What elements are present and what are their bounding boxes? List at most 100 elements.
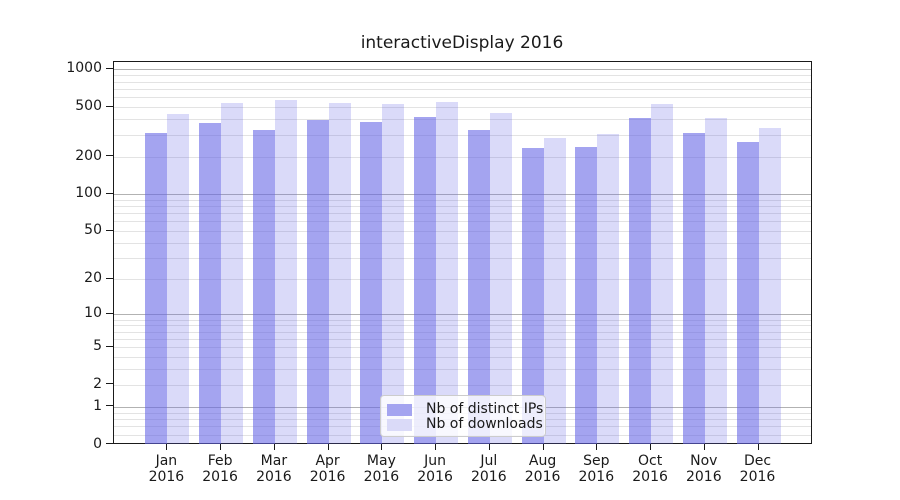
- y-tick-label: 20: [84, 270, 102, 287]
- gridline-minor: [114, 369, 811, 371]
- x-tick-month: Jan: [155, 453, 178, 469]
- bar-distinct-ips: [736, 141, 759, 444]
- gridline-minor: [114, 331, 811, 333]
- y-tick-mark: [106, 277, 113, 279]
- x-tick-mark: [488, 444, 490, 450]
- gridline-major: [114, 69, 811, 71]
- x-tick-year: 2016: [202, 469, 238, 485]
- gridline-minor: [114, 338, 811, 340]
- x-tick-label: May 2016: [349, 453, 413, 485]
- x-tick-month: Jul: [480, 453, 498, 469]
- y-tick-label: 0: [93, 435, 102, 452]
- bar-downloads: [704, 117, 727, 444]
- bar-downloads: [436, 101, 459, 444]
- x-tick-mark: [703, 444, 705, 450]
- gridline-minor: [114, 347, 811, 349]
- x-tick-mark: [596, 444, 598, 450]
- x-tick-label: Apr 2016: [296, 453, 360, 485]
- x-tick-year: 2016: [739, 469, 776, 485]
- bar-downloads: [489, 113, 512, 444]
- bar-downloads: [382, 103, 405, 444]
- gridline-minor: [114, 107, 811, 108]
- bar-downloads: [274, 99, 297, 444]
- y-tick-mark: [106, 345, 113, 347]
- x-tick-mark: [273, 444, 275, 450]
- y-tick-mark: [106, 155, 113, 157]
- gridline-minor: [114, 213, 811, 215]
- gridline-minor: [114, 156, 811, 158]
- x-tick-year: 2016: [256, 469, 292, 485]
- legend-label: Nb of distinct IPs: [426, 401, 544, 417]
- chart-title: interactiveDisplay 2016: [360, 33, 564, 53]
- gridline-minor: [114, 119, 811, 121]
- y-tick-label: 1000: [66, 60, 102, 77]
- legend: Nb of distinct IPs Nb of downloads: [380, 395, 546, 437]
- y-tick-mark: [106, 312, 113, 314]
- legend-swatch: [387, 403, 412, 416]
- x-tick-year: 2016: [417, 469, 453, 485]
- gridline-minor: [114, 199, 811, 201]
- x-tick-month: Jun: [424, 453, 447, 469]
- plot-area: Nb of distinct IPs Nb of downloads: [113, 61, 812, 444]
- legend-swatch: [387, 418, 412, 431]
- gridline-minor: [114, 134, 811, 136]
- bar-distinct-ips: [575, 146, 598, 444]
- legend-item: Nb of downloads: [387, 417, 543, 432]
- bar-distinct-ips: [467, 129, 490, 444]
- x-tick-label: Jun 2016: [403, 453, 467, 485]
- x-tick-label: Jul 2016: [457, 453, 521, 485]
- y-tick-mark: [106, 443, 113, 444]
- y-tick-mark: [106, 383, 113, 385]
- x-tick-month: Aug: [528, 453, 557, 469]
- gridline-minor: [114, 81, 811, 83]
- y-tick-label: 1: [93, 397, 102, 414]
- gridline-minor: [114, 97, 811, 99]
- x-tick-mark: [381, 444, 383, 450]
- x-tick-mark: [650, 444, 652, 450]
- x-tick-year: 2016: [363, 469, 400, 485]
- bar-distinct-ips: [306, 119, 329, 444]
- x-tick-label: Sep 2016: [564, 453, 628, 485]
- legend-label: Nb of downloads: [426, 416, 543, 432]
- y-tick-label: 5: [93, 338, 102, 355]
- y-tick-mark: [106, 229, 113, 231]
- x-tick-year: 2016: [524, 469, 561, 485]
- y-tick-mark: [106, 67, 113, 69]
- x-tick-mark: [220, 444, 222, 450]
- x-tick-mark: [327, 444, 329, 450]
- x-tick-month: Feb: [207, 453, 233, 469]
- x-tick-mark: [166, 444, 168, 450]
- x-tick-year: 2016: [685, 469, 722, 485]
- gridline-minor: [114, 325, 811, 327]
- bar-downloads: [167, 113, 190, 444]
- gridline-major: [114, 194, 811, 195]
- bar-distinct-ips: [252, 129, 275, 444]
- y-tick-label: 100: [75, 185, 102, 201]
- y-tick-mark: [106, 105, 113, 107]
- x-tick-month: Nov: [690, 453, 718, 469]
- gridline-minor: [114, 357, 811, 359]
- bar-downloads: [221, 102, 244, 444]
- x-tick-label: Dec 2016: [726, 453, 790, 485]
- x-tick-label: Oct 2016: [618, 453, 682, 485]
- y-tick-mark: [106, 192, 113, 194]
- y-tick-label: 200: [75, 147, 102, 164]
- gridline-minor: [114, 75, 811, 77]
- y-tick-label: 10: [84, 305, 102, 322]
- legend-item: Nb of distinct IPs: [387, 402, 543, 417]
- x-tick-year: 2016: [309, 469, 346, 485]
- x-tick-mark: [542, 444, 544, 450]
- bar-distinct-ips: [414, 117, 437, 444]
- bar-distinct-ips: [682, 132, 705, 444]
- x-tick-month: May: [366, 453, 396, 469]
- bar-distinct-ips: [145, 132, 168, 444]
- bar-downloads: [328, 102, 351, 444]
- x-tick-label: Feb 2016: [188, 453, 252, 485]
- x-tick-label: Nov 2016: [672, 453, 736, 485]
- bar-distinct-ips: [199, 122, 222, 444]
- x-tick-mark: [435, 444, 437, 450]
- gridline-minor: [114, 384, 811, 386]
- bar-downloads: [651, 103, 674, 444]
- bar-downloads: [758, 127, 781, 444]
